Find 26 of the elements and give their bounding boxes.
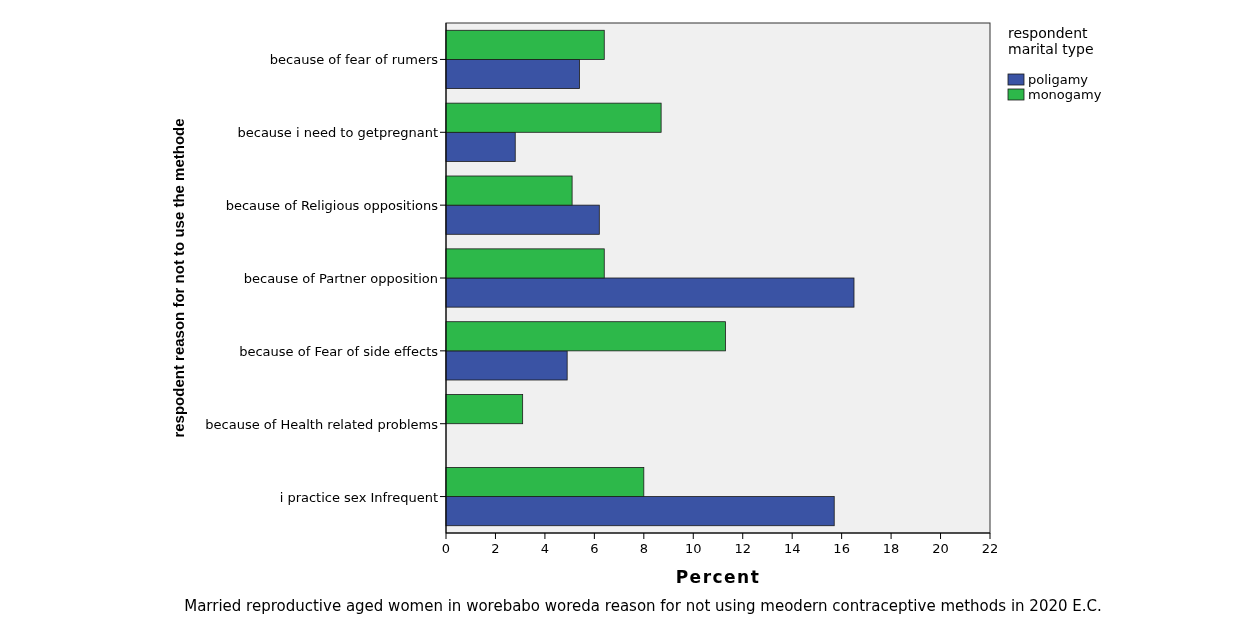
x-tick-label: 0 [441,541,451,556]
x-tick-label: 14 [783,541,801,556]
x-tick-label: 2 [491,541,500,556]
y-tick-label: because of Religious oppositions [225,198,439,214]
x-tick-label: 16 [833,541,850,556]
x-tick-label: 4 [540,541,550,556]
bar [445,394,524,425]
y-tick-label: because of Partner opposition [243,271,438,286]
x-tick-label: 20 [932,541,949,556]
y-tick-label: because of fear of rumers [269,52,439,68]
y-axis-title: respodent reason for not to use the methode [170,118,187,438]
legend-label: poligamy [1028,72,1089,87]
y-tick-label: because i need to getpregnant [237,125,438,141]
x-tick-label: 22 [981,541,999,556]
x-tick-label: 18 [882,541,900,556]
y-tick-label: because of Health related problems [205,416,439,432]
x-axis-title: Percent [675,567,761,587]
text: Married reproductive aged women in worebabo woreda reason for not using meodern contraceptive methods in 2020 E.C. [183,597,1103,615]
y-tick-label: i practice sex Infrequent [279,489,438,505]
x-tick-label: 6 [590,541,599,556]
x-tick-label: 10 [685,541,702,556]
y-tick-label: because of Fear of side effects [239,343,439,359]
x-tick-label: 12 [734,541,751,556]
legend-label: monogamy [1028,87,1102,102]
legend-title: respondent marital type [1008,25,1094,57]
x-tick-label: 8 [639,541,648,556]
